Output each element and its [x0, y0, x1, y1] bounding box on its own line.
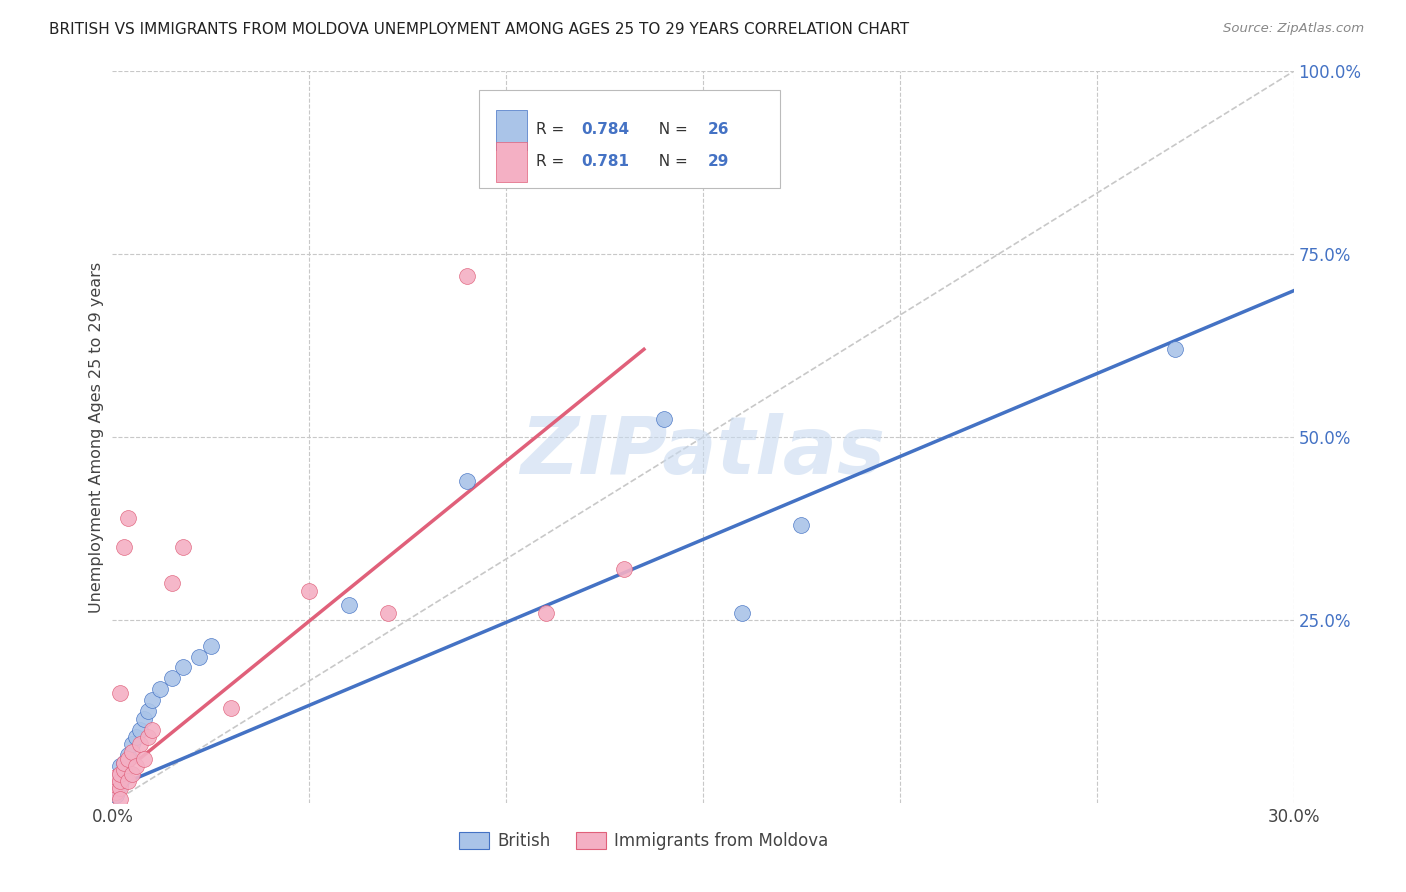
Point	[117, 773, 139, 788]
Point	[613, 562, 636, 576]
Point	[105, 789, 128, 803]
Point	[112, 763, 135, 777]
Point	[105, 770, 128, 784]
Text: N =: N =	[648, 154, 692, 169]
Point	[149, 682, 172, 697]
Point	[188, 649, 211, 664]
Point	[136, 705, 159, 719]
Point	[110, 686, 132, 700]
Y-axis label: Unemployment Among Ages 25 to 29 years: Unemployment Among Ages 25 to 29 years	[89, 261, 104, 613]
Point	[121, 737, 143, 751]
Point	[129, 737, 152, 751]
Point	[110, 792, 132, 806]
Point	[117, 510, 139, 524]
Point	[731, 606, 754, 620]
Point	[456, 269, 478, 284]
Point	[105, 773, 128, 788]
Point	[790, 517, 813, 532]
Point	[110, 766, 132, 780]
Point	[160, 576, 183, 591]
Point	[652, 412, 675, 426]
Point	[117, 748, 139, 763]
Point	[105, 781, 128, 796]
Point	[117, 752, 139, 766]
Point	[110, 781, 132, 796]
Point	[200, 639, 222, 653]
Text: Source: ZipAtlas.com: Source: ZipAtlas.com	[1223, 22, 1364, 36]
Point	[141, 693, 163, 707]
Point	[110, 759, 132, 773]
Point	[132, 752, 155, 766]
FancyBboxPatch shape	[478, 90, 780, 188]
Point	[172, 660, 194, 674]
Text: 29: 29	[707, 154, 730, 169]
Point	[141, 723, 163, 737]
Text: 26: 26	[707, 122, 730, 137]
Point	[219, 700, 242, 714]
Text: 0.784: 0.784	[581, 122, 630, 137]
Point	[110, 778, 132, 792]
Point	[456, 474, 478, 488]
Point	[112, 770, 135, 784]
Point	[125, 759, 148, 773]
Point	[121, 745, 143, 759]
Text: 0.781: 0.781	[581, 154, 630, 169]
Point	[110, 773, 132, 788]
Text: R =: R =	[537, 154, 569, 169]
Text: ZIPatlas: ZIPatlas	[520, 413, 886, 491]
Point	[125, 730, 148, 744]
Point	[172, 540, 194, 554]
Text: N =: N =	[648, 122, 692, 137]
Point	[112, 756, 135, 770]
Point	[534, 606, 557, 620]
Point	[160, 672, 183, 686]
Point	[337, 599, 360, 613]
Point	[110, 766, 132, 780]
Text: R =: R =	[537, 122, 569, 137]
Point	[1164, 343, 1187, 357]
Point	[105, 785, 128, 799]
Point	[298, 583, 321, 598]
Point	[121, 766, 143, 780]
Point	[105, 778, 128, 792]
Point	[129, 723, 152, 737]
Point	[112, 540, 135, 554]
Point	[112, 756, 135, 770]
FancyBboxPatch shape	[496, 110, 527, 150]
FancyBboxPatch shape	[496, 142, 527, 182]
Point	[132, 712, 155, 726]
Point	[377, 606, 399, 620]
Legend: British, Immigrants from Moldova: British, Immigrants from Moldova	[453, 825, 835, 856]
Point	[136, 730, 159, 744]
Text: BRITISH VS IMMIGRANTS FROM MOLDOVA UNEMPLOYMENT AMONG AGES 25 TO 29 YEARS CORREL: BRITISH VS IMMIGRANTS FROM MOLDOVA UNEMP…	[49, 22, 910, 37]
